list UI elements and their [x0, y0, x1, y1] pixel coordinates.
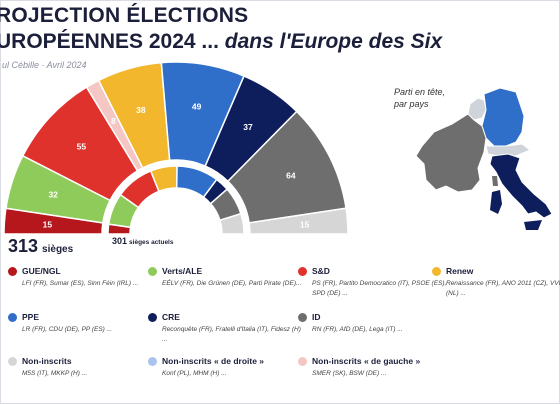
legend-swatch: [148, 313, 157, 322]
legend-name: CRE: [162, 312, 180, 322]
legend-swatch: [432, 267, 441, 276]
legend-swatch: [298, 357, 307, 366]
legend-desc: SMER (SK), BSW (DE) ...: [312, 370, 387, 377]
seat-label-cre: 37: [243, 122, 253, 132]
legend-swatch: [298, 313, 307, 322]
seat-label-non-inscrits-de-gauche: 8: [111, 116, 116, 126]
outer-g-segment-non-inscrits: [248, 207, 349, 235]
seat-labels: 15 32 55 8 38 49 37 64 15: [43, 102, 310, 230]
total-seats: 313 sièges: [8, 236, 73, 257]
seat-label-renew: 38: [136, 105, 146, 115]
country-france: [415, 113, 487, 193]
country-italy: [489, 153, 553, 219]
seat-label-id: 64: [286, 170, 296, 180]
legend-name: Non-inscrits « de droite »: [162, 356, 265, 366]
title-line-1: ROJECTION ÉLECTIONS: [0, 4, 249, 27]
inner-ring: [107, 165, 245, 235]
total-seats-value: 313: [8, 236, 39, 256]
island-sicily: [524, 220, 542, 230]
title-line-2-italic: dans l'Europe des Six: [224, 30, 443, 53]
legend-swatch: [148, 357, 157, 366]
legend-swatch: [8, 267, 17, 276]
title-line-2-main: UROPÉENNES 2024 ...: [0, 30, 219, 53]
current-seats-value: 301: [112, 236, 128, 246]
hemicycle-chart: 15 32 55 8 38 49 37 64 15: [3, 61, 349, 235]
legend-name: ID: [312, 312, 321, 322]
legend-desc: PS (FR), Partito Democratico (IT), PSOE …: [312, 280, 447, 297]
legend-swatch: [298, 267, 307, 276]
country-germany: [481, 87, 525, 147]
seat-label-s-d: 55: [77, 141, 87, 151]
seat-label-verts-ale: 32: [48, 190, 58, 200]
byline: ul Cébille · Avril 2024: [2, 60, 87, 70]
legend-name: PPE: [22, 312, 40, 322]
legend-name: Verts/ALE: [162, 266, 203, 276]
outer-ring: [3, 61, 349, 235]
legend-swatch: [148, 267, 157, 276]
current-seats: 301 sièges actuels: [112, 236, 173, 246]
legend-swatch: [8, 313, 17, 322]
legend-desc: LFI (FR), Sumar (ES), Sinn Féin (IRL) ..…: [22, 280, 139, 287]
legend-desc: EÉLV (FR), Die Grünen (DE), Parti Pirate…: [162, 280, 302, 287]
legend-name: GUE/NGL: [22, 266, 61, 276]
legend-desc: Renaissance (FR), ANO 2011 (CZ), VVD (NL…: [446, 280, 560, 297]
legend-desc: Reconquête (FR), Fratelli d'Italia (IT),…: [162, 326, 301, 343]
legend-desc: LR (FR), CDU (DE), PP (ES) ...: [22, 326, 113, 333]
seat-label-non-inscrits: 15: [300, 219, 310, 229]
europe-map: [415, 87, 553, 230]
title-line-2: UROPÉENNES 2024 ... dans l'Europe des Si…: [0, 30, 442, 54]
legend-desc: RN (FR), AfD (DE), Lega (IT) ...: [312, 326, 403, 333]
total-seats-label: sièges: [42, 244, 74, 255]
map-label: Parti en tête, par pays: [394, 87, 446, 109]
seat-label-gue-ngl: 15: [43, 219, 53, 229]
legend-name: Non-inscrits « de gauche »: [312, 356, 421, 366]
seat-label-ppe: 49: [192, 102, 202, 112]
island-sardinia: [490, 190, 502, 214]
current-seats-label: sièges actuels: [129, 239, 174, 246]
legend-name: Non-inscrits: [22, 356, 72, 366]
legend-name: Renew: [446, 266, 474, 276]
legend-desc: Konf (PL), MHM (H) ...: [162, 370, 227, 377]
island-corsica: [492, 176, 498, 186]
inner-g-segment-non-inscrits: [218, 212, 245, 235]
country-alpine: [485, 143, 531, 157]
legend-desc: M5S (IT), MKKP (H) ...: [22, 370, 88, 377]
legend-name: S&D: [312, 266, 330, 276]
legend-swatch: [8, 357, 17, 366]
